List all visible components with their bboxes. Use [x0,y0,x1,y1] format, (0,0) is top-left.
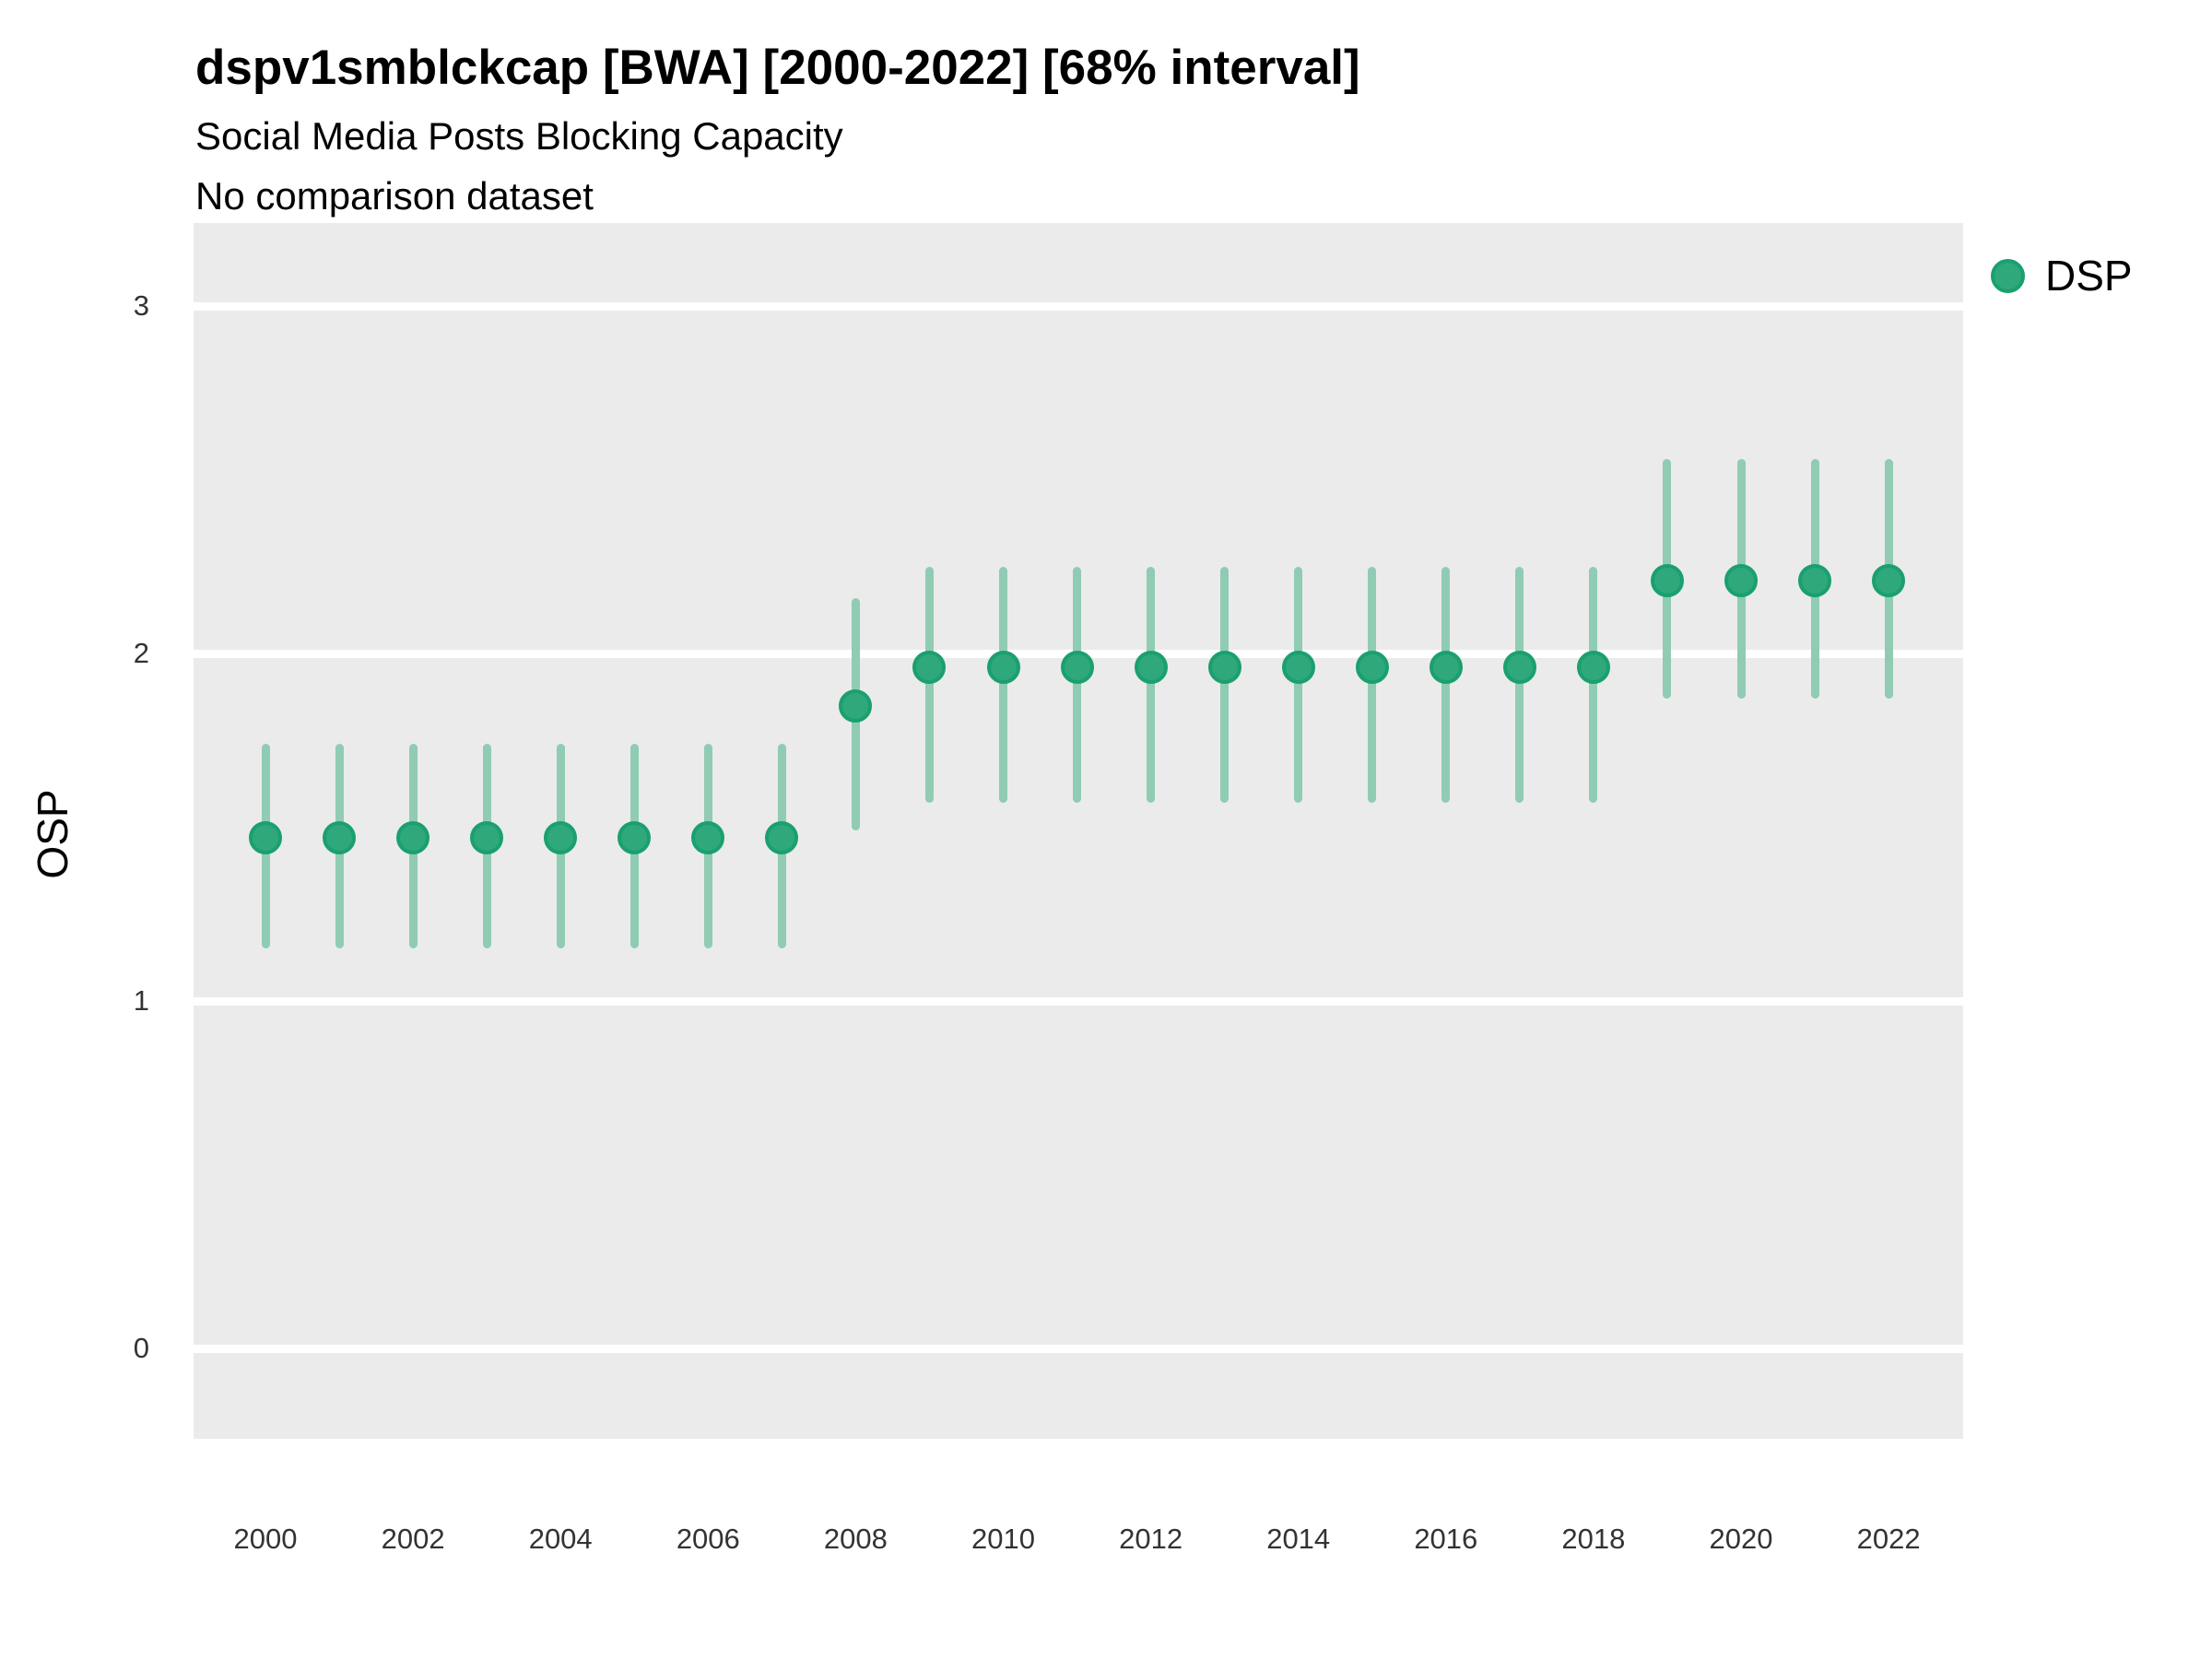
interval-bar-2012 [1147,566,1156,804]
data-point-2022 [1872,563,1906,597]
x-tick-label-2012: 2012 [1119,1523,1183,1555]
x-tick-label-2004: 2004 [528,1523,593,1555]
x-tick-label-2022: 2022 [1856,1523,1921,1555]
data-point-2009 [912,651,947,685]
gridline-y-3 [194,301,1963,311]
data-point-2012 [1134,651,1168,685]
data-point-2010 [986,651,1020,685]
x-tick-label-2000: 2000 [233,1523,298,1555]
interval-bar-2018 [1589,566,1598,804]
x-tick-label-2014: 2014 [1266,1523,1331,1555]
chart-subtitle: Social Media Posts Blocking Capacity [195,114,843,158]
data-point-2001 [323,820,357,854]
data-point-2013 [1207,651,1241,685]
data-point-2011 [1060,651,1094,685]
data-point-2003 [470,820,504,854]
x-tick-label-2006: 2006 [676,1523,740,1555]
data-point-2020 [1724,563,1758,597]
data-point-2000 [249,820,282,854]
comparison-note: No comparison dataset [195,174,594,218]
x-tick-label-2018: 2018 [1561,1523,1626,1555]
x-tick-label-2008: 2008 [823,1523,888,1555]
data-point-2006 [691,820,725,854]
interval-bar-2011 [1073,566,1082,804]
data-point-2005 [618,820,652,854]
data-point-2018 [1576,651,1610,685]
data-point-2015 [1355,651,1389,685]
x-tick-label-2002: 2002 [381,1523,445,1555]
data-point-2017 [1502,651,1536,685]
data-point-2014 [1281,651,1315,685]
y-tick-label-2: 2 [133,637,149,669]
interval-bar-2017 [1515,566,1524,804]
interval-bar-2016 [1441,566,1451,804]
legend-circle-icon [1991,258,2025,293]
legend: DSP [1991,251,2133,300]
y-axis-title: OSP [29,789,76,879]
plot-panel [194,223,1963,1439]
interval-bar-2009 [924,566,934,804]
gridline-y-0 [194,1344,1963,1353]
y-tick-label-3: 3 [133,289,149,322]
x-tick-label-2016: 2016 [1414,1523,1478,1555]
y-tick-label-0: 0 [133,1332,149,1364]
interval-bar-2014 [1294,566,1303,804]
data-point-2016 [1429,651,1463,685]
interval-bar-2015 [1368,566,1377,804]
data-point-2008 [839,688,873,723]
x-tick-label-2020: 2020 [1709,1523,1773,1555]
chart-title: dspv1smblckcap [BWA] [2000-2022] [68% in… [195,41,1360,95]
interval-bar-2013 [1220,566,1230,804]
data-point-2019 [1650,563,1684,597]
x-tick-label-2010: 2010 [971,1523,1035,1555]
gridline-y-1 [194,996,1963,1006]
data-point-2007 [765,820,799,854]
y-tick-label-1: 1 [133,984,149,1017]
interval-bar-2010 [999,566,1007,804]
legend-label: DSP [2045,252,2133,300]
data-point-2002 [396,820,430,854]
data-point-2004 [544,820,578,854]
data-point-2021 [1798,563,1832,597]
